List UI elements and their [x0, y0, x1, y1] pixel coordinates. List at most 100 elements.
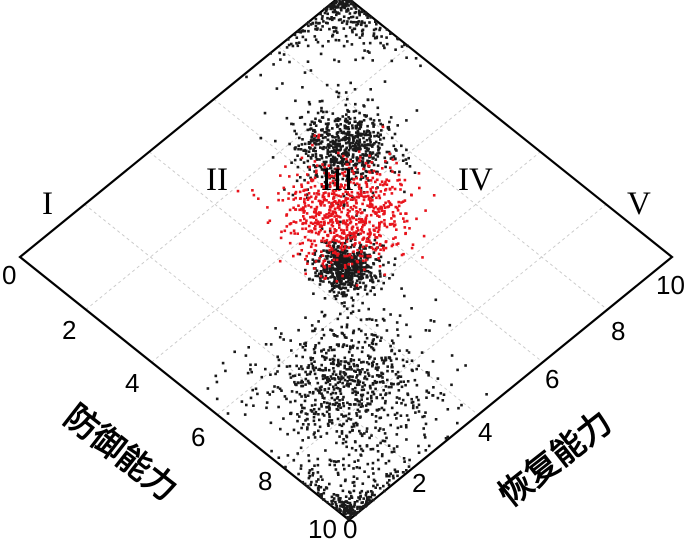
scatter-point — [342, 186, 346, 190]
scatter-point — [404, 212, 407, 215]
scatter-point — [415, 367, 418, 371]
scatter-point — [380, 35, 383, 38]
scatter-point — [329, 270, 332, 274]
scatter-point — [314, 124, 318, 127]
scatter-point — [236, 189, 240, 193]
scatter-point — [338, 423, 341, 427]
scatter-point — [372, 163, 376, 167]
scatter-point — [339, 235, 343, 239]
scatter-point — [325, 249, 328, 253]
scatter-point — [347, 180, 351, 183]
scatter-point — [327, 132, 330, 136]
scatter-point — [389, 472, 392, 475]
scatter-point — [331, 210, 335, 213]
scatter-point — [280, 389, 283, 392]
scatter-point — [347, 407, 351, 410]
scatter-point — [285, 213, 289, 216]
scatter-point — [333, 278, 336, 281]
scatter-point — [344, 268, 347, 272]
scatter-point — [304, 152, 308, 155]
scatter-point — [424, 411, 427, 414]
scatter-point — [307, 436, 310, 439]
scatter-point — [323, 7, 326, 11]
scatter-point — [322, 280, 325, 283]
scatter-point — [321, 163, 324, 166]
scatter-point — [340, 500, 343, 504]
scatter-point — [360, 220, 363, 224]
scatter-point — [330, 421, 334, 425]
scatter-point — [371, 461, 375, 465]
scatter-point — [434, 418, 438, 421]
scatter-point — [369, 200, 372, 203]
scatter-point — [356, 260, 360, 264]
scatter-point — [307, 454, 310, 457]
scatter-point — [349, 2, 353, 6]
scatter-point — [366, 149, 370, 152]
scatter-point — [336, 131, 340, 134]
scatter-point — [365, 408, 368, 412]
scatter-point — [344, 251, 347, 254]
scatter-point — [344, 261, 347, 265]
scatter-point — [298, 392, 302, 396]
scatter-point — [347, 152, 350, 155]
scatter-point — [367, 198, 371, 201]
scatter-point — [314, 274, 317, 278]
scatter-point — [370, 246, 374, 249]
scatter-point — [334, 211, 338, 215]
scatter-point — [419, 64, 422, 68]
scatter-point — [411, 243, 415, 246]
scatter-point — [318, 100, 322, 103]
scatter-point — [285, 225, 289, 228]
scatter-point — [352, 475, 356, 478]
scatter-point — [301, 86, 304, 89]
scatter-point — [358, 380, 362, 383]
scatter-point — [347, 258, 351, 261]
scatter-point — [387, 385, 391, 389]
grid-line-y-2 — [84, 204, 414, 468]
scatter-point — [376, 145, 380, 148]
scatter-point — [354, 124, 358, 128]
scatter-point — [372, 498, 375, 502]
scatter-point — [357, 496, 360, 499]
scatter-point — [327, 349, 330, 352]
scatter-point — [337, 498, 341, 502]
scatter-point — [329, 153, 333, 157]
scatter-point — [323, 230, 327, 234]
scatter-point — [307, 21, 310, 24]
scatter-point — [304, 221, 308, 225]
scatter-point — [347, 367, 351, 371]
scatter-point — [338, 250, 342, 254]
scatter-point — [361, 160, 365, 163]
scatter-point — [383, 219, 386, 222]
scatter-point — [329, 503, 333, 506]
scatter-point — [347, 277, 350, 281]
y-tick-2: 2 — [412, 468, 426, 498]
scatter-point — [349, 236, 352, 240]
scatter-point — [295, 36, 299, 39]
scatter-point — [281, 199, 285, 202]
scatter-point — [372, 286, 376, 289]
scatter-point — [280, 332, 283, 335]
scatter-point — [310, 468, 314, 471]
scatter-point — [359, 285, 362, 289]
scatter-point — [415, 395, 419, 399]
scatter-point — [371, 186, 374, 189]
scatter-point — [264, 367, 267, 371]
scatter-point — [337, 167, 340, 171]
scatter-point — [330, 419, 334, 422]
scatter-point — [320, 17, 324, 21]
scatter-point — [289, 231, 293, 235]
scatter-point — [340, 424, 344, 428]
scatter-point — [299, 343, 302, 346]
scatter-point — [328, 264, 331, 268]
scatter-point — [424, 449, 428, 452]
scatter-point — [394, 373, 398, 376]
scatter-point — [388, 391, 391, 395]
scatter-point — [318, 158, 321, 161]
scatter-point — [400, 201, 403, 204]
scatter-point — [364, 261, 367, 264]
scatter-point — [336, 31, 339, 34]
scatter-point — [354, 120, 357, 123]
scatter-point — [293, 399, 297, 403]
x-tick-8: 8 — [258, 466, 272, 496]
